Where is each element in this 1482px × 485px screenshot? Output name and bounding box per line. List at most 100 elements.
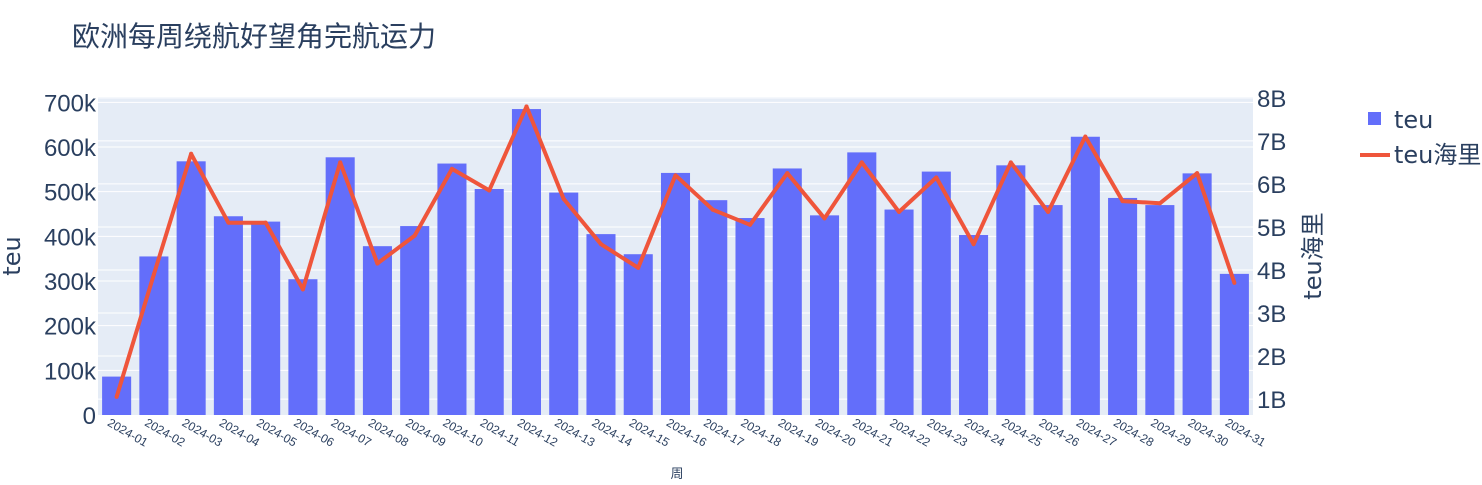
x-tick-label: 2024-08: [366, 415, 411, 449]
bar-2024-27[interactable]: [1070, 136, 1100, 415]
line-point-2024-16[interactable]: [673, 173, 678, 178]
line-series: [114, 104, 1237, 399]
line-point-2024-24[interactable]: [971, 242, 976, 247]
x-tick-label: 2024-18: [739, 415, 784, 449]
line-point-2024-19[interactable]: [785, 171, 790, 176]
x-tick-label: 2024-29: [1148, 415, 1193, 449]
x-tick-label: 2024-01: [105, 415, 150, 449]
line-point-2024-09[interactable]: [412, 233, 417, 238]
y-right-tick-label: 1B: [1257, 387, 1286, 414]
x-tick-label: 2024-13: [552, 415, 597, 449]
line-point-2024-15[interactable]: [636, 265, 641, 270]
bar-2024-19[interactable]: [772, 168, 802, 415]
y-right-tick-label: 6B: [1257, 172, 1286, 199]
x-tick-label: 2024-09: [403, 415, 448, 449]
x-tick-label: 2024-21: [850, 415, 895, 449]
x-tick-label: 2024-11: [478, 415, 523, 449]
line-point-2024-02[interactable]: [151, 272, 156, 277]
line-point-2024-01[interactable]: [114, 394, 119, 399]
line-point-2024-28[interactable]: [1120, 199, 1125, 204]
bar-2024-21[interactable]: [847, 152, 877, 415]
bar-2024-17[interactable]: [698, 200, 728, 415]
x-tick-label: 2024-07: [329, 415, 374, 449]
bar-2024-03[interactable]: [176, 161, 206, 415]
bar-2024-13[interactable]: [549, 192, 579, 415]
bar-2024-18[interactable]: [735, 218, 765, 415]
y-axis-right: 1B 2B 3B 4B 5B 6B 7B 8B: [1257, 86, 1286, 414]
line-point-2024-17[interactable]: [710, 207, 715, 212]
bar-2024-31[interactable]: [1219, 273, 1249, 415]
legend-label-teu-nm[interactable]: teu海里: [1394, 141, 1481, 169]
line-point-2024-08[interactable]: [375, 261, 380, 266]
bar-2024-24[interactable]: [959, 235, 989, 415]
y-left-tick-label: 200k: [44, 314, 97, 341]
line-point-2024-12[interactable]: [524, 104, 529, 109]
line-point-2024-25[interactable]: [1008, 160, 1013, 165]
line-point-2024-10[interactable]: [449, 166, 454, 171]
bar-2024-14[interactable]: [586, 234, 616, 415]
line-point-2024-13[interactable]: [561, 196, 566, 201]
legend: teu teu海里: [1360, 106, 1481, 169]
line-point-2024-27[interactable]: [1083, 134, 1088, 139]
bar-2024-29[interactable]: [1145, 205, 1175, 415]
x-tick-label: 2024-27: [1074, 415, 1119, 449]
y-right-tick-label: 2B: [1257, 344, 1286, 371]
bar-2024-23[interactable]: [921, 171, 951, 415]
bar-2024-16[interactable]: [660, 172, 691, 415]
chart-title: 欧洲每周绕航好望角完航运力: [72, 20, 436, 53]
line-point-2024-07[interactable]: [338, 160, 343, 165]
y-left-tick-label: 0: [83, 403, 96, 430]
bar-2024-04[interactable]: [213, 216, 243, 415]
line-point-2024-31[interactable]: [1232, 280, 1237, 285]
legend-marker-teu[interactable]: [1368, 112, 1381, 125]
line-point-2024-29[interactable]: [1157, 201, 1162, 206]
bar-2024-08[interactable]: [362, 246, 392, 415]
x-tick-label: 2024-02: [142, 415, 187, 449]
line-point-2024-18[interactable]: [748, 222, 753, 227]
bar-2024-28[interactable]: [1108, 197, 1138, 415]
bar-2024-20[interactable]: [810, 215, 840, 415]
line-point-2024-26[interactable]: [1046, 209, 1051, 214]
line-point-2024-30[interactable]: [1195, 171, 1200, 176]
bar-2024-25[interactable]: [996, 165, 1026, 415]
bar-2024-09[interactable]: [400, 226, 430, 415]
x-tick-label: 2024-23: [925, 415, 970, 449]
line-point-2024-06[interactable]: [300, 287, 305, 292]
y-right-tick-label: 4B: [1257, 258, 1286, 285]
y-left-tick-label: 700k: [44, 90, 97, 117]
x-axis-title: 周: [670, 467, 683, 482]
bar-series: [102, 109, 1249, 416]
line-point-2024-20[interactable]: [822, 216, 827, 221]
line-point-2024-23[interactable]: [934, 175, 939, 180]
x-tick-label: 2024-05: [254, 415, 299, 449]
y-left-tick-label: 600k: [44, 135, 97, 162]
x-tick-label: 2024-28: [1111, 415, 1156, 449]
line-point-2024-14[interactable]: [598, 242, 603, 247]
y-axis-left-title: teu: [0, 236, 26, 275]
bar-2024-26[interactable]: [1033, 205, 1063, 415]
y-left-tick-label: 400k: [44, 224, 97, 251]
x-tick-label: 2024-30: [1186, 415, 1231, 449]
line-point-2024-11[interactable]: [487, 188, 492, 193]
bar-2024-22[interactable]: [884, 209, 914, 415]
legend-label-teu[interactable]: teu: [1394, 106, 1433, 134]
y-right-tick-label: 5B: [1257, 215, 1286, 242]
line-point-2024-03[interactable]: [189, 151, 194, 156]
y-right-tick-label: 3B: [1257, 301, 1286, 328]
bar-2024-30[interactable]: [1182, 173, 1212, 415]
bar-2024-15[interactable]: [623, 254, 653, 415]
bar-2024-06[interactable]: [288, 279, 318, 415]
y-right-tick-label: 7B: [1257, 129, 1286, 156]
line-point-2024-22[interactable]: [897, 209, 902, 214]
x-tick-label: 2024-19: [776, 415, 821, 449]
bar-2024-12[interactable]: [511, 109, 541, 415]
bar-2024-02[interactable]: [139, 256, 169, 415]
y-left-tick-label: 300k: [44, 269, 97, 296]
line-point-2024-04[interactable]: [226, 220, 231, 225]
line-point-2024-05[interactable]: [263, 220, 268, 225]
bar-2024-10[interactable]: [437, 163, 467, 415]
bar-2024-05[interactable]: [251, 221, 281, 415]
bar-2024-11[interactable]: [474, 189, 504, 415]
line-point-2024-21[interactable]: [859, 160, 864, 165]
